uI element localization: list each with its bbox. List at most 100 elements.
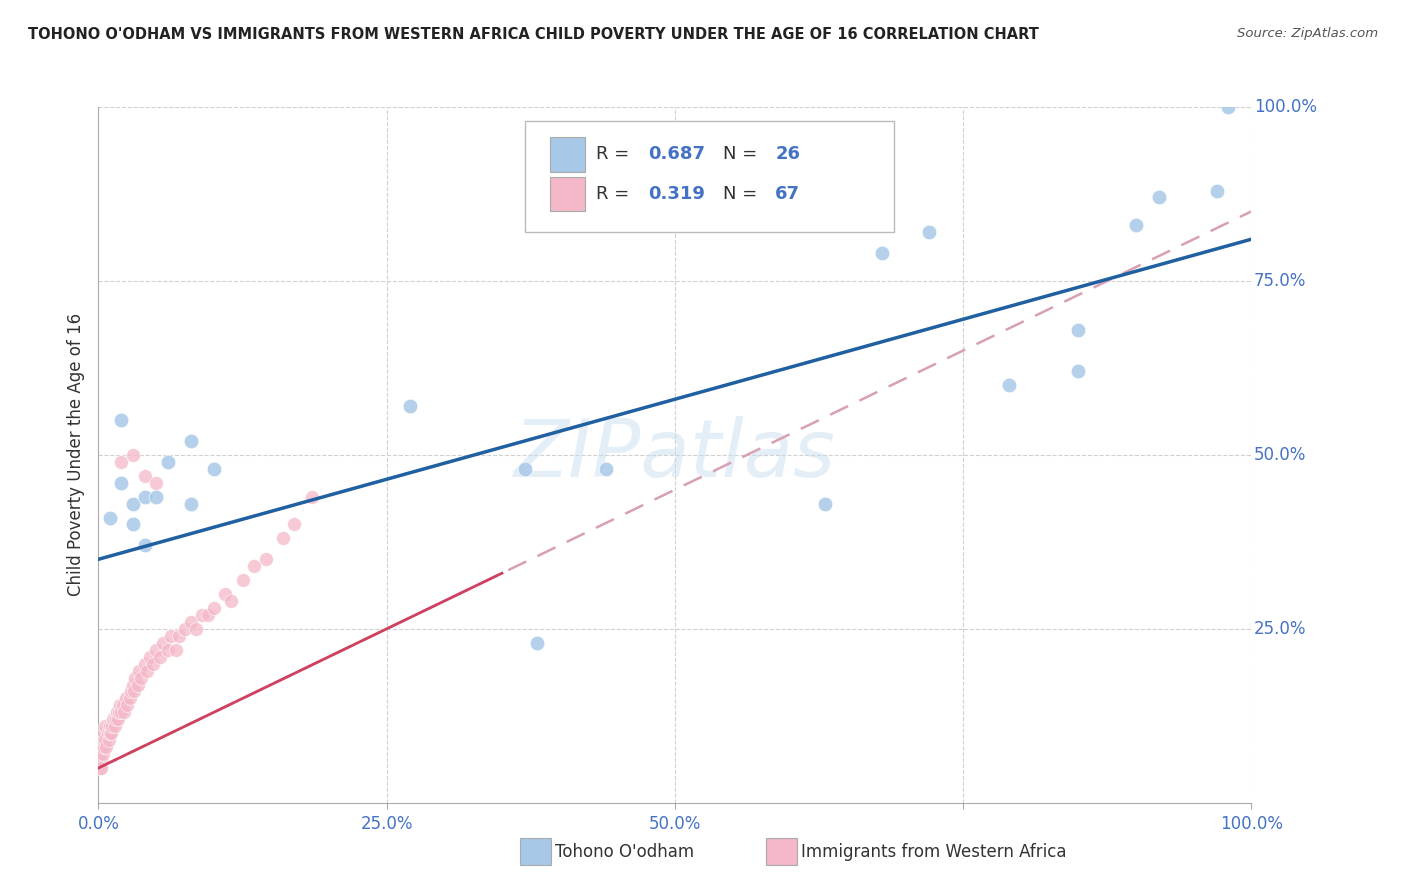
Point xyxy=(97,726,120,740)
Text: Tohono O'odham: Tohono O'odham xyxy=(555,843,695,861)
Point xyxy=(145,475,167,490)
Point xyxy=(142,657,165,671)
Point xyxy=(105,706,128,720)
Point xyxy=(271,532,294,546)
Point xyxy=(97,733,120,747)
Point xyxy=(93,740,115,755)
Bar xyxy=(550,137,585,172)
Point xyxy=(122,677,145,691)
Point xyxy=(111,698,134,713)
Point xyxy=(108,706,131,720)
Point xyxy=(872,246,894,260)
Point xyxy=(122,448,145,462)
Point xyxy=(98,510,121,524)
Point xyxy=(94,719,117,733)
Point xyxy=(122,497,145,511)
Point xyxy=(595,462,617,476)
Point xyxy=(231,573,254,587)
Point xyxy=(98,726,121,740)
Point xyxy=(202,462,225,476)
Point xyxy=(129,671,152,685)
Point xyxy=(180,497,202,511)
Point xyxy=(1147,190,1170,204)
Text: 50.0%: 50.0% xyxy=(1254,446,1306,464)
Point xyxy=(89,747,111,761)
Point xyxy=(152,636,174,650)
Point xyxy=(301,490,323,504)
Text: R =: R = xyxy=(596,145,636,163)
Point xyxy=(814,497,837,511)
Point xyxy=(167,629,190,643)
Point xyxy=(1067,364,1090,378)
Point xyxy=(398,399,420,413)
Point xyxy=(513,462,536,476)
Text: ZIPatlas: ZIPatlas xyxy=(513,416,837,494)
Point xyxy=(214,587,236,601)
Point xyxy=(103,719,125,733)
Point xyxy=(134,538,156,552)
Point xyxy=(186,622,208,636)
Text: 100.0%: 100.0% xyxy=(1254,98,1316,116)
Point xyxy=(89,761,111,775)
Point xyxy=(174,622,197,636)
Point xyxy=(104,712,127,726)
Point xyxy=(112,706,135,720)
Point xyxy=(134,657,156,671)
Point xyxy=(254,552,277,566)
Point xyxy=(135,664,157,678)
Text: 75.0%: 75.0% xyxy=(1254,272,1306,290)
Point xyxy=(145,642,167,657)
Point xyxy=(202,601,225,615)
Point xyxy=(148,649,170,664)
Point xyxy=(98,719,121,733)
Point xyxy=(139,649,162,664)
Point xyxy=(122,684,145,698)
Point xyxy=(115,691,138,706)
Point xyxy=(110,475,132,490)
Text: 0.319: 0.319 xyxy=(648,185,706,203)
Point xyxy=(90,740,112,755)
Text: N =: N = xyxy=(723,185,763,203)
Point xyxy=(100,726,122,740)
Point xyxy=(128,664,150,678)
Point xyxy=(134,468,156,483)
Text: 25.0%: 25.0% xyxy=(1254,620,1306,638)
Point xyxy=(107,712,129,726)
Point xyxy=(1125,219,1147,233)
Point xyxy=(1218,100,1240,114)
Point xyxy=(145,490,167,504)
Point xyxy=(118,691,141,706)
Point xyxy=(191,607,214,622)
Point xyxy=(110,698,132,713)
Point xyxy=(1067,323,1090,337)
Point xyxy=(90,754,112,768)
Point xyxy=(122,517,145,532)
Point xyxy=(90,761,112,775)
Point xyxy=(90,733,112,747)
Text: N =: N = xyxy=(723,145,763,163)
Point xyxy=(134,490,156,504)
Text: 26: 26 xyxy=(775,145,800,163)
Point xyxy=(110,413,132,427)
Point xyxy=(998,378,1021,392)
Point xyxy=(93,726,115,740)
Point xyxy=(180,434,202,448)
Point xyxy=(219,594,242,608)
Point xyxy=(101,719,124,733)
Point xyxy=(1205,184,1227,198)
Text: 0.687: 0.687 xyxy=(648,145,706,163)
Point xyxy=(165,642,187,657)
Text: R =: R = xyxy=(596,185,636,203)
Point xyxy=(283,517,305,532)
Point xyxy=(526,636,548,650)
Point xyxy=(160,629,183,643)
Text: Source: ZipAtlas.com: Source: ZipAtlas.com xyxy=(1237,27,1378,40)
Bar xyxy=(550,177,585,211)
Text: 67: 67 xyxy=(775,185,800,203)
FancyBboxPatch shape xyxy=(524,121,894,232)
Point xyxy=(110,706,132,720)
Point xyxy=(124,671,146,685)
Point xyxy=(103,712,125,726)
Point xyxy=(110,455,132,469)
Point xyxy=(127,677,149,691)
